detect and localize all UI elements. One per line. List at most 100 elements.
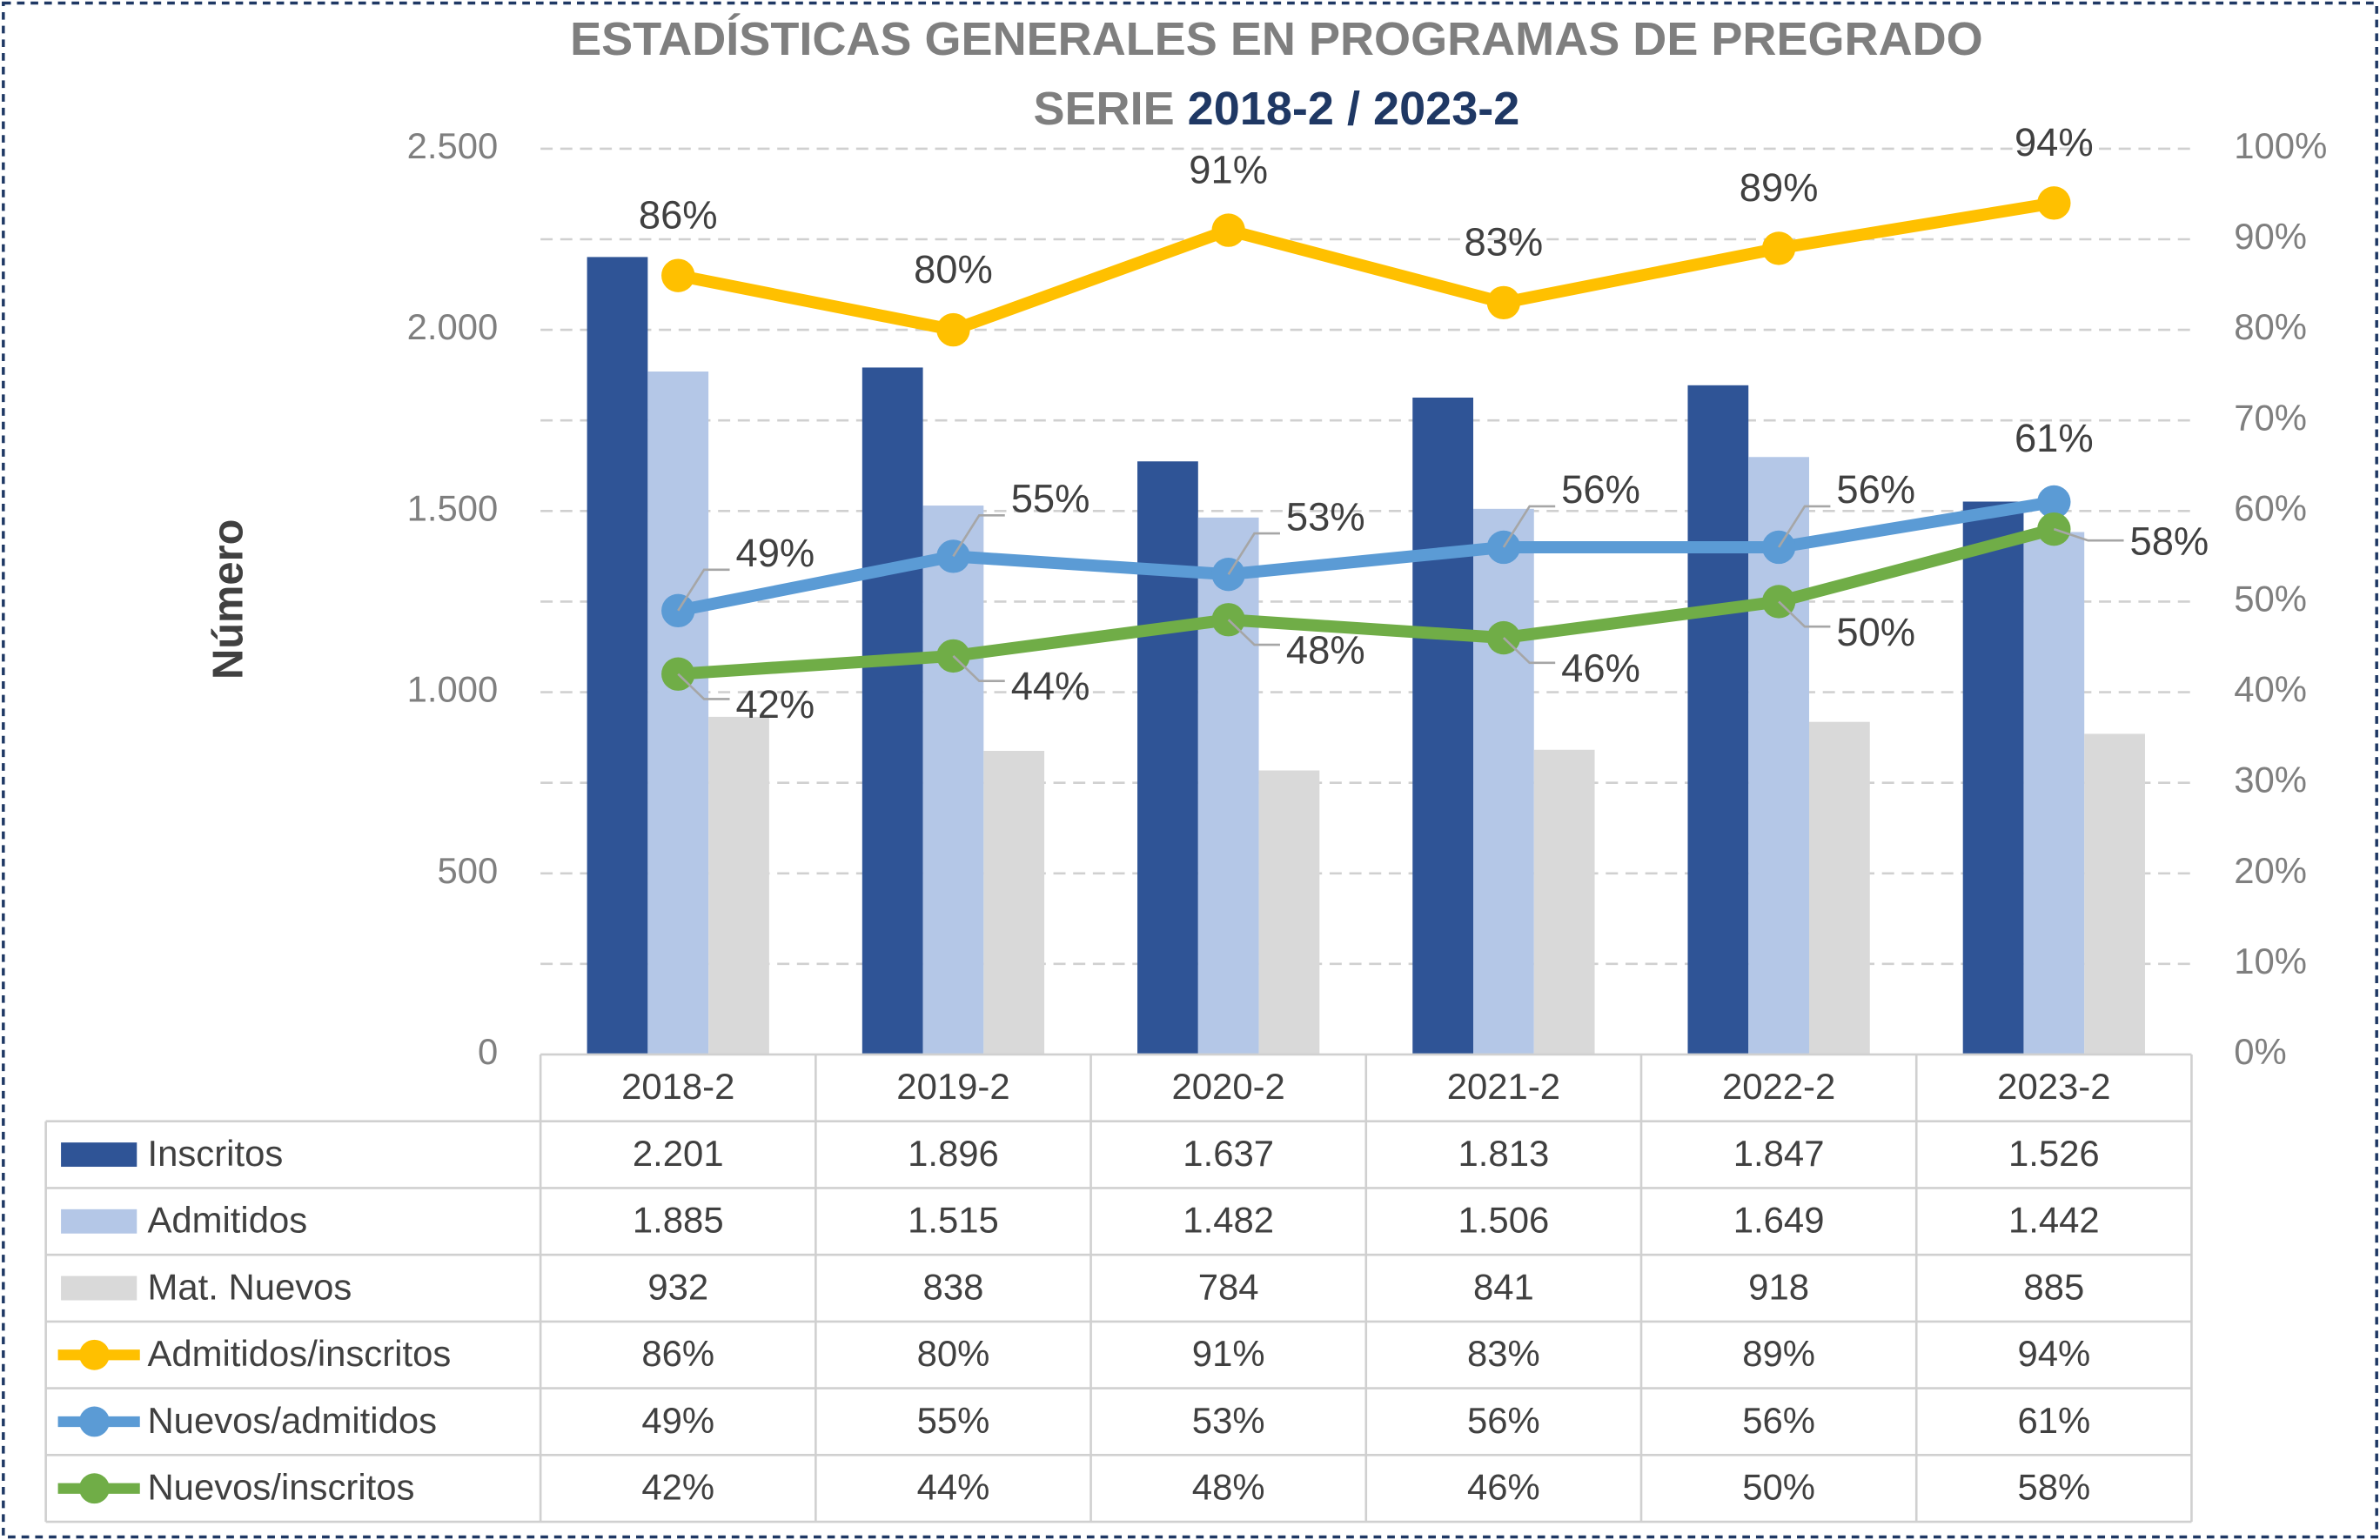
- data-label: 94%: [2015, 120, 2094, 164]
- leader-line: [1227, 619, 1280, 646]
- y-tick-label: 1.000: [407, 669, 499, 710]
- legend-label: Nuevos/admitidos: [147, 1400, 437, 1441]
- bar: [647, 372, 709, 1055]
- leader-line: [1227, 532, 1280, 575]
- y-tick-label: 1.500: [407, 487, 499, 528]
- x-tick-label: 2021-2: [1447, 1066, 1560, 1107]
- y-tick-label: 2.500: [407, 125, 499, 166]
- table-cell: 1.442: [2008, 1200, 2100, 1241]
- bar: [1258, 770, 1320, 1055]
- table-cell: 56%: [1742, 1400, 1815, 1441]
- table-cell: 2.201: [633, 1133, 724, 1174]
- y2-tick-label: 0%: [2234, 1031, 2286, 1072]
- table-cell: 885: [2023, 1266, 2084, 1307]
- point: [1761, 231, 1796, 265]
- x-tick-label: 2023-2: [1997, 1066, 2110, 1107]
- table-cell: 94%: [2017, 1333, 2090, 1374]
- bar: [861, 367, 923, 1055]
- point: [2037, 485, 2071, 519]
- table-cell: 42%: [641, 1467, 714, 1508]
- line: [677, 523, 2056, 680]
- table-cell: 1.649: [1733, 1200, 1825, 1241]
- subtitle-highlight: 2018-2 / 2023-2: [1188, 83, 1520, 135]
- bar: [2023, 532, 2085, 1055]
- y-tick-label: 2.000: [407, 306, 499, 347]
- table-cell: 89%: [1742, 1333, 1815, 1374]
- bar: [1533, 749, 1595, 1055]
- bar: [1412, 397, 1474, 1055]
- y-axis-label: Número: [204, 519, 251, 680]
- bar: [708, 716, 769, 1055]
- table-cell: 48%: [1192, 1467, 1265, 1508]
- subtitle-prefix: SERIE: [1033, 83, 1174, 135]
- leader-line: [2053, 527, 2124, 542]
- table-cell: 918: [1748, 1266, 1809, 1307]
- leader-line: [1778, 505, 1831, 548]
- y-tick-label: 500: [437, 850, 498, 891]
- table-cell: 1.515: [908, 1200, 999, 1241]
- leader-line: [677, 568, 730, 612]
- leader-line: [952, 654, 1005, 682]
- chart-title: ESTADÍSTICAS GENERALES EN PROGRAMAS DE P…: [570, 13, 1983, 65]
- data-label: 44%: [1011, 664, 1090, 708]
- legend-label: Admitidos/inscritos: [147, 1333, 451, 1374]
- table-cell: 55%: [917, 1400, 990, 1441]
- table-cell: 838: [923, 1266, 984, 1307]
- y2-tick-label: 60%: [2234, 487, 2307, 528]
- table-cell: 1.813: [1458, 1133, 1550, 1174]
- bar: [1808, 721, 1870, 1055]
- y2-tick-label: 30%: [2234, 760, 2307, 800]
- table-cell: 841: [1473, 1266, 1534, 1307]
- y2-tick-label: 40%: [2234, 669, 2307, 710]
- table-cell: 86%: [641, 1333, 714, 1374]
- data-label: 80%: [914, 247, 993, 291]
- y2-tick-label: 10%: [2234, 941, 2307, 981]
- table-cell: 1.637: [1183, 1133, 1274, 1174]
- x-tick-label: 2020-2: [1172, 1066, 1285, 1107]
- data-label: 91%: [1189, 147, 1268, 191]
- y2-tick-label: 80%: [2234, 306, 2307, 347]
- table-cell: 784: [1198, 1266, 1259, 1307]
- legend-label: Nuevos/inscritos: [147, 1467, 414, 1508]
- table-cell: 49%: [641, 1400, 714, 1441]
- y2-tick-label: 20%: [2234, 850, 2307, 891]
- legend-label: Inscritos: [147, 1133, 283, 1174]
- table-cell: 1.885: [633, 1200, 724, 1241]
- data-label: 48%: [1286, 628, 1365, 673]
- legend-swatch: [61, 1142, 137, 1168]
- point: [1211, 213, 1245, 247]
- bar: [1473, 508, 1534, 1055]
- y2-tick-label: 70%: [2234, 397, 2307, 438]
- table-cell: 91%: [1192, 1333, 1265, 1374]
- legend-swatch: [61, 1276, 137, 1301]
- point: [1211, 558, 1245, 592]
- bar: [1137, 461, 1198, 1055]
- line: [676, 496, 2055, 617]
- table-cell: 53%: [1192, 1400, 1265, 1441]
- table-cell: 56%: [1467, 1400, 1540, 1441]
- leader-line: [1502, 637, 1556, 665]
- bar: [587, 257, 648, 1055]
- leader-line: [1502, 505, 1556, 548]
- legend-swatch: [61, 1209, 137, 1234]
- table-cell: 1.847: [1733, 1133, 1825, 1174]
- bar: [1197, 517, 1259, 1055]
- legend-label: Admitidos: [147, 1200, 307, 1241]
- point: [2037, 186, 2071, 220]
- data-label: 42%: [736, 682, 815, 726]
- data-label: 46%: [1561, 646, 1640, 690]
- data-label: 83%: [1465, 220, 1544, 264]
- table-cell: 1.526: [2008, 1133, 2100, 1174]
- table-cell: 1.482: [1183, 1200, 1274, 1241]
- y-tick-label: 0: [478, 1031, 498, 1072]
- data-label: 61%: [2015, 416, 2094, 460]
- table-cell: 83%: [1467, 1333, 1540, 1374]
- leader-line: [952, 513, 1005, 558]
- y2-tick-label: 90%: [2234, 216, 2307, 257]
- legend-marker: [79, 1339, 110, 1370]
- bar: [1687, 385, 1749, 1055]
- leader-line: [1778, 600, 1831, 628]
- table-cell: 61%: [2017, 1400, 2090, 1441]
- legend-label: Mat. Nuevos: [147, 1266, 352, 1307]
